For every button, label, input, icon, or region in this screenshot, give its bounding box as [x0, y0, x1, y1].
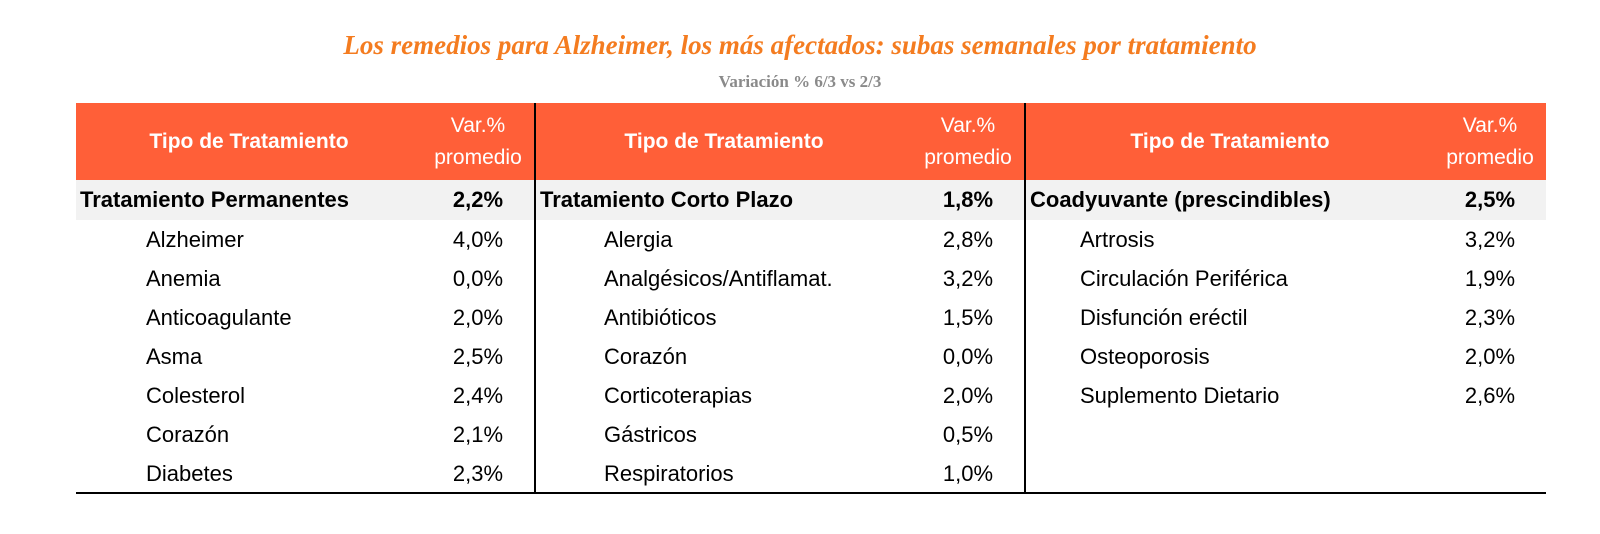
- header-variation-line1: Var.%: [450, 113, 506, 137]
- table-row: Anticoagulante 2,0%: [76, 298, 534, 337]
- header-variation-line2: promedio: [434, 145, 522, 169]
- table-panel: Tipo de Tratamiento Var.% promedio Coadyuva…: [1024, 103, 1546, 492]
- table-row: Corticoterapias 2,0%: [536, 376, 1024, 415]
- treatment-label: Asma: [146, 343, 203, 369]
- header-variation-line2: promedio: [924, 145, 1012, 169]
- treatment-value: 1,5%: [942, 304, 994, 330]
- treatment-label: Gástricos: [604, 421, 697, 447]
- treatment-label: Disfunción eréctil: [1080, 304, 1248, 330]
- treatment-value: 0,0%: [942, 343, 994, 369]
- table-row: Anemia 0,0%: [76, 259, 534, 298]
- table-header: Tipo de Tratamiento Var.% promedio: [1026, 103, 1546, 180]
- treatment-value: 2,5%: [452, 343, 504, 369]
- treatment-table: Tipo de Tratamiento Var.% promedio Tratamie…: [76, 103, 1546, 494]
- table-row: Antibióticos 1,5%: [536, 298, 1024, 337]
- treatment-label: Anticoagulante: [146, 304, 292, 330]
- treatment-value: 1,9%: [1464, 265, 1516, 291]
- treatment-label: Respiratorios: [604, 460, 734, 486]
- table-row: Analgésicos/Antiflamat. 3,2%: [536, 259, 1024, 298]
- treatment-label: Alzheimer: [146, 226, 244, 252]
- group-value: 1,8%: [942, 187, 994, 212]
- table-row: Alergia 2,8%: [536, 220, 1024, 259]
- treatment-value: 0,0%: [452, 265, 504, 291]
- header-variation: Var.% promedio: [912, 103, 1024, 180]
- treatment-value: 2,4%: [452, 382, 504, 408]
- header-variation-line2: promedio: [1446, 145, 1534, 169]
- header-category: Tipo de Tratamiento: [149, 129, 349, 153]
- table-row: Osteoporosis 2,0%: [1026, 337, 1546, 376]
- header-category: Tipo de Tratamiento: [624, 129, 824, 153]
- table-panel: Tipo de Tratamiento Var.% promedio Tratamie…: [534, 103, 1024, 492]
- treatment-value: 2,0%: [942, 382, 994, 408]
- treatment-label: Diabetes: [146, 460, 233, 486]
- chart-title: Los remedios para Alzheimer, los más afe…: [343, 30, 1257, 60]
- treatment-label: Suplemento Dietario: [1080, 382, 1280, 408]
- table-row: Suplemento Dietario 2,6%: [1026, 376, 1546, 415]
- table-row: Gástricos 0,5%: [536, 415, 1024, 454]
- treatment-value: 2,0%: [452, 304, 504, 330]
- table-row: Corazón 0,0%: [536, 337, 1024, 376]
- group-name: Coadyuvante (prescindibles): [1030, 187, 1331, 212]
- treatment-label: Corazón: [604, 343, 688, 369]
- treatment-value: 3,2%: [942, 265, 994, 291]
- table-row: Alzheimer 4,0%: [76, 220, 534, 259]
- treatment-label: Antibióticos: [604, 304, 717, 330]
- treatment-label: Corticoterapias: [604, 382, 752, 408]
- group-name: Tratamiento Permanentes: [80, 187, 349, 212]
- table-row: Asma 2,5%: [76, 337, 534, 376]
- treatment-label: Alergia: [604, 226, 673, 252]
- group-summary-row: Tratamiento Corto Plazo 1,8%: [536, 180, 1024, 220]
- group-name: Tratamiento Corto Plazo: [540, 187, 794, 212]
- treatment-label: Circulación Periférica: [1080, 265, 1288, 291]
- chart-subtitle: Variación % 6/3 vs 2/3: [718, 72, 882, 91]
- table-header: Tipo de Tratamiento Var.% promedio: [536, 103, 1024, 180]
- table-row: Corazón 2,1%: [76, 415, 534, 454]
- treatment-value: 3,2%: [1464, 226, 1516, 252]
- table-row: Respiratorios 1,0%: [536, 454, 1024, 493]
- table-header: Tipo de Tratamiento Var.% promedio: [76, 103, 534, 180]
- group-value: 2,5%: [1464, 187, 1516, 212]
- group-summary-row: Coadyuvante (prescindibles) 2,5%: [1026, 180, 1546, 220]
- treatment-label: Anemia: [146, 265, 221, 291]
- header-variation-line1: Var.%: [1462, 113, 1518, 137]
- treatment-value: 2,8%: [942, 226, 994, 252]
- treatment-value: 1,0%: [942, 460, 994, 486]
- table-row: Diabetes 2,3%: [76, 454, 534, 493]
- treatment-label: Artrosis: [1080, 226, 1155, 252]
- treatment-value: 2,3%: [452, 460, 504, 486]
- treatment-value: 2,3%: [1464, 304, 1516, 330]
- treatment-label: Colesterol: [146, 382, 246, 408]
- treatment-value: 2,6%: [1464, 382, 1516, 408]
- table-row: Artrosis 3,2%: [1026, 220, 1546, 259]
- treatment-value: 2,1%: [452, 421, 504, 447]
- group-summary-row: Tratamiento Permanentes 2,2%: [76, 180, 534, 220]
- header-variation-line1: Var.%: [940, 113, 996, 137]
- treatment-value: 2,0%: [1464, 343, 1516, 369]
- table-row: Colesterol 2,4%: [76, 376, 534, 415]
- header-category: Tipo de Tratamiento: [1130, 129, 1330, 153]
- table-row: Disfunción eréctil 2,3%: [1026, 298, 1546, 337]
- treatment-label: Osteoporosis: [1080, 343, 1210, 369]
- treatment-label: Corazón: [146, 421, 230, 447]
- group-value: 2,2%: [452, 187, 504, 212]
- header-variation: Var.% promedio: [422, 103, 534, 180]
- treatment-label: Analgésicos/Antiflamat.: [604, 265, 833, 291]
- header-variation: Var.% promedio: [1434, 103, 1546, 180]
- treatment-value: 4,0%: [452, 226, 504, 252]
- table-row: Circulación Periférica 1,9%: [1026, 259, 1546, 298]
- treatment-value: 0,5%: [942, 421, 994, 447]
- table-panel: Tipo de Tratamiento Var.% promedio Tratamie…: [76, 103, 534, 492]
